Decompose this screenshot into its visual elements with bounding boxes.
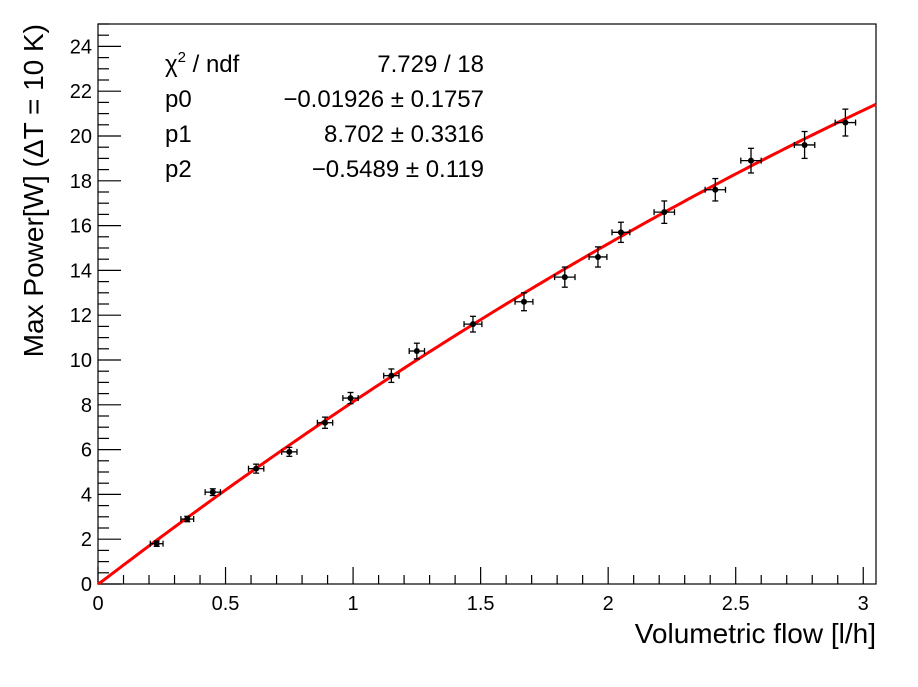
point-marker bbox=[520, 298, 527, 305]
data-point bbox=[342, 391, 359, 405]
data-point bbox=[514, 292, 534, 312]
stats-row-value: 8.702 ± 0.3316 bbox=[324, 121, 484, 148]
y-tick-label: 18 bbox=[70, 171, 92, 193]
y-tick-label: 8 bbox=[81, 395, 92, 417]
stats-row-value: −0.5489 ± 0.119 bbox=[312, 156, 484, 183]
data-point bbox=[611, 221, 631, 244]
point-marker bbox=[388, 372, 395, 379]
data-point bbox=[463, 315, 483, 333]
y-tick-label: 0 bbox=[81, 574, 92, 596]
stats-row-value: 7.729 / 18 bbox=[377, 51, 484, 78]
stats-row-value: −0.01926 ± 0.1757 bbox=[283, 86, 484, 113]
stats-row-label: p0 bbox=[165, 86, 192, 113]
fit-curve-layer bbox=[97, 102, 877, 586]
x-tick-label: 0 bbox=[92, 593, 103, 615]
data-point bbox=[408, 342, 426, 360]
y-tick-label: 16 bbox=[70, 216, 92, 238]
x-tick-label: 1.5 bbox=[467, 593, 495, 615]
point-marker bbox=[712, 186, 719, 193]
point-marker bbox=[413, 348, 420, 355]
data-points-layer bbox=[149, 108, 857, 548]
data-point bbox=[316, 416, 334, 429]
x-tick-label: 1 bbox=[348, 593, 359, 615]
y-tick-label: 4 bbox=[81, 484, 92, 506]
data-point bbox=[149, 540, 164, 548]
stats-box: χ2 / ndf 7.729 / 18 p0 −0.01926 ± 0.1757 p1 8… bbox=[165, 49, 484, 183]
point-marker bbox=[153, 540, 160, 547]
point-marker bbox=[561, 274, 568, 281]
point-marker bbox=[748, 157, 755, 164]
data-point bbox=[180, 515, 195, 523]
x-tick-label: 2 bbox=[603, 593, 614, 615]
point-marker bbox=[842, 119, 849, 126]
data-point bbox=[704, 177, 727, 202]
point-marker bbox=[286, 448, 293, 455]
point-marker bbox=[184, 516, 191, 523]
data-point bbox=[588, 246, 608, 268]
point-marker bbox=[801, 141, 808, 148]
point-marker bbox=[594, 253, 601, 260]
point-marker bbox=[322, 419, 329, 426]
y-axis-label: Max Power[W] (ΔT = 10 K) bbox=[18, 24, 49, 357]
x-tick-label: 3 bbox=[858, 593, 869, 615]
data-point bbox=[247, 463, 265, 474]
point-marker bbox=[661, 209, 668, 216]
y-tick-label: 10 bbox=[70, 350, 92, 372]
y-tick-label: 24 bbox=[70, 36, 92, 58]
y-tick-label: 6 bbox=[81, 440, 92, 462]
point-marker bbox=[347, 395, 354, 402]
data-point bbox=[653, 200, 676, 225]
point-marker bbox=[617, 229, 624, 236]
plot-frame bbox=[97, 23, 877, 585]
y-tick-label: 22 bbox=[70, 81, 92, 103]
axis-ticks bbox=[97, 23, 864, 585]
y-tick-label: 2 bbox=[81, 529, 92, 551]
x-tick-label: 0.5 bbox=[212, 593, 240, 615]
stats-row-label: χ2 / ndf bbox=[165, 49, 240, 78]
stats-row-label: p1 bbox=[165, 121, 192, 148]
data-point bbox=[553, 266, 576, 288]
data-point bbox=[204, 488, 222, 497]
y-tick-label: 14 bbox=[70, 260, 92, 282]
x-axis-label: Volumetric flow [l/h] bbox=[635, 618, 876, 649]
point-marker bbox=[209, 489, 216, 496]
data-point bbox=[834, 108, 857, 137]
fit-curve bbox=[97, 102, 877, 586]
y-tick-label: 12 bbox=[70, 305, 92, 327]
data-point bbox=[793, 130, 816, 160]
point-marker bbox=[469, 321, 476, 328]
x-tick-label: 2.5 bbox=[722, 593, 750, 615]
data-point bbox=[740, 147, 762, 174]
data-point bbox=[281, 446, 298, 457]
stats-row-label: p2 bbox=[165, 156, 192, 183]
y-tick-label: 20 bbox=[70, 126, 92, 148]
data-point bbox=[383, 368, 400, 384]
point-marker bbox=[253, 465, 260, 472]
